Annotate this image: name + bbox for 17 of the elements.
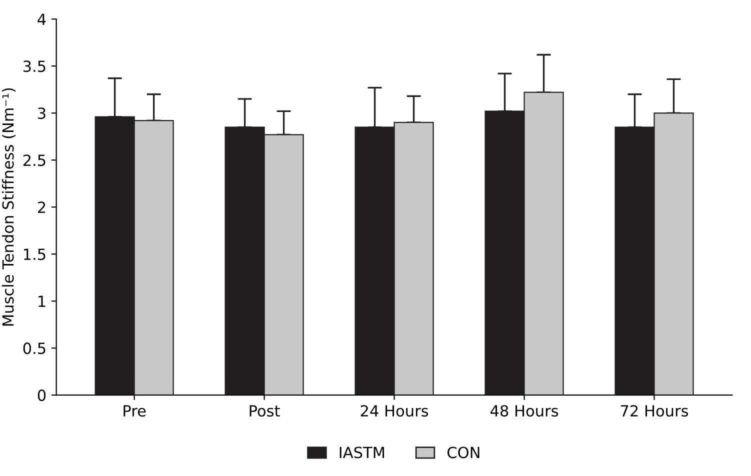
x-tick-label: 24 Hours (360, 405, 428, 417)
y-tick-label: 3.5 (23, 60, 46, 72)
y-tick-label: 2.5 (23, 154, 46, 166)
legend-label: CON (447, 446, 480, 458)
y-axis-title: Muscle Tendon Stiffness (Nm⁻¹) (2, 88, 16, 326)
y-tick-label: 4 (38, 14, 46, 25)
x-tick-label: Post (250, 405, 280, 417)
y-tick-label: 1 (38, 296, 46, 307)
y-tick-label: 2 (38, 202, 46, 213)
y-tick-label: 3 (38, 108, 46, 120)
y-tick-label: 1.5 (24, 248, 46, 260)
x-tick-label: 72 Hours (620, 405, 688, 417)
y-tick-label: 0 (38, 390, 46, 402)
x-tick-label: Pre (124, 405, 146, 417)
x-tick-label: 48 Hours (490, 405, 558, 417)
y-tick-label: 0.5 (23, 342, 46, 354)
legend-label: IASTM (340, 446, 384, 458)
